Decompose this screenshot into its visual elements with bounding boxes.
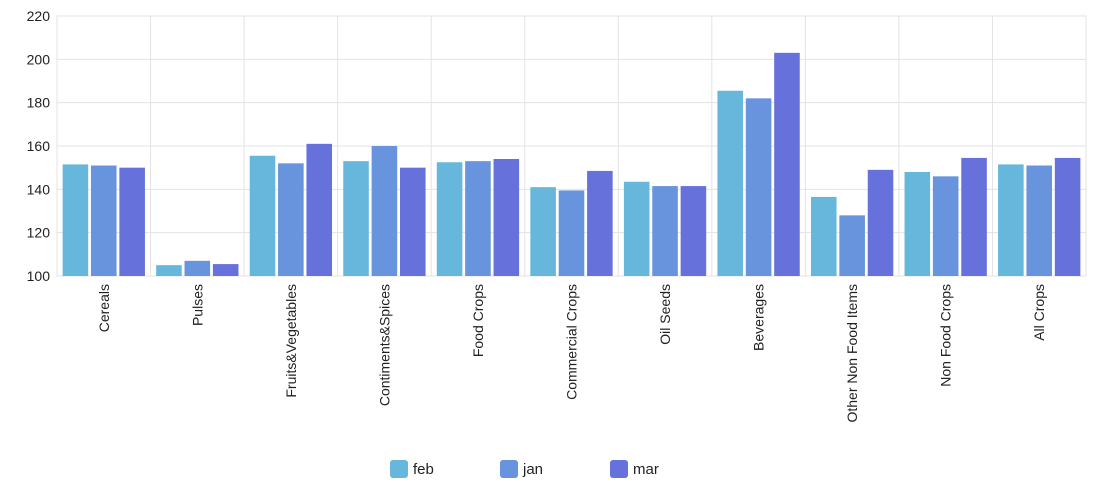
y-tick-label: 200 — [27, 51, 51, 67]
x-tick-label: Fruits&Vegetables — [283, 284, 299, 398]
bar-mar — [1054, 157, 1081, 276]
legend-item-mar: mar — [610, 460, 659, 478]
x-tick-label: Food Crops — [470, 284, 486, 357]
y-tick-label: 140 — [27, 181, 51, 197]
bar-mar — [961, 157, 987, 276]
bar-jan — [90, 165, 117, 276]
legend-swatch — [610, 460, 628, 478]
bar-jan — [558, 190, 585, 276]
bar-feb — [998, 164, 1024, 276]
legend-swatch — [500, 460, 518, 478]
bar-mar — [119, 167, 145, 276]
bar-feb — [436, 162, 463, 276]
bar-jan — [184, 260, 211, 276]
legend-label: jan — [522, 461, 543, 478]
bar-jan — [839, 215, 865, 276]
bar-mar — [493, 159, 520, 276]
bar-jan — [1026, 165, 1053, 276]
legend-item-feb: feb — [390, 460, 434, 478]
bar-feb — [904, 172, 931, 276]
y-tick-label: 220 — [27, 8, 51, 24]
bar-jan — [652, 186, 678, 276]
x-tick-label: Commercial Crops — [564, 284, 580, 400]
bar-mar — [587, 170, 613, 276]
bar-mar — [774, 52, 800, 277]
bar-jan — [932, 176, 959, 276]
legend-label: mar — [633, 461, 659, 478]
y-tick-label: 160 — [27, 138, 51, 154]
x-tick-label: Other Non Food Items — [844, 284, 860, 423]
bar-jan — [371, 146, 398, 276]
bar-feb — [810, 196, 837, 276]
bar-feb — [156, 265, 182, 276]
legend-swatch — [390, 460, 408, 478]
x-tick-label: Oil Seeds — [657, 284, 673, 345]
bar-mar — [212, 264, 239, 276]
bar-mar — [680, 186, 707, 276]
y-tick-label: 180 — [27, 95, 51, 111]
bar-mar — [306, 143, 333, 276]
bar-feb — [717, 90, 743, 276]
x-tick-label: All Crops — [1031, 284, 1047, 341]
bar-jan — [278, 163, 304, 276]
y-tick-label: 100 — [27, 268, 51, 284]
bar-mar — [400, 167, 426, 276]
bar-feb — [530, 187, 556, 276]
legend-item-jan: jan — [500, 460, 543, 478]
x-tick-label: Pulses — [189, 284, 205, 326]
bar-feb — [343, 161, 369, 276]
bar-mar — [867, 169, 894, 276]
legend-label: feb — [413, 461, 434, 478]
bar-feb — [623, 181, 650, 276]
bar-jan — [465, 161, 491, 276]
bar-feb — [62, 164, 89, 276]
x-tick-label: Beverages — [751, 284, 767, 351]
x-tick-label: Contiments&Spices — [376, 284, 392, 406]
x-tick-label: Non Food Crops — [938, 284, 954, 387]
bar-jan — [745, 98, 772, 276]
x-tick-label: Cereals — [96, 284, 112, 332]
y-tick-label: 120 — [27, 225, 51, 241]
bar-feb — [249, 155, 276, 276]
